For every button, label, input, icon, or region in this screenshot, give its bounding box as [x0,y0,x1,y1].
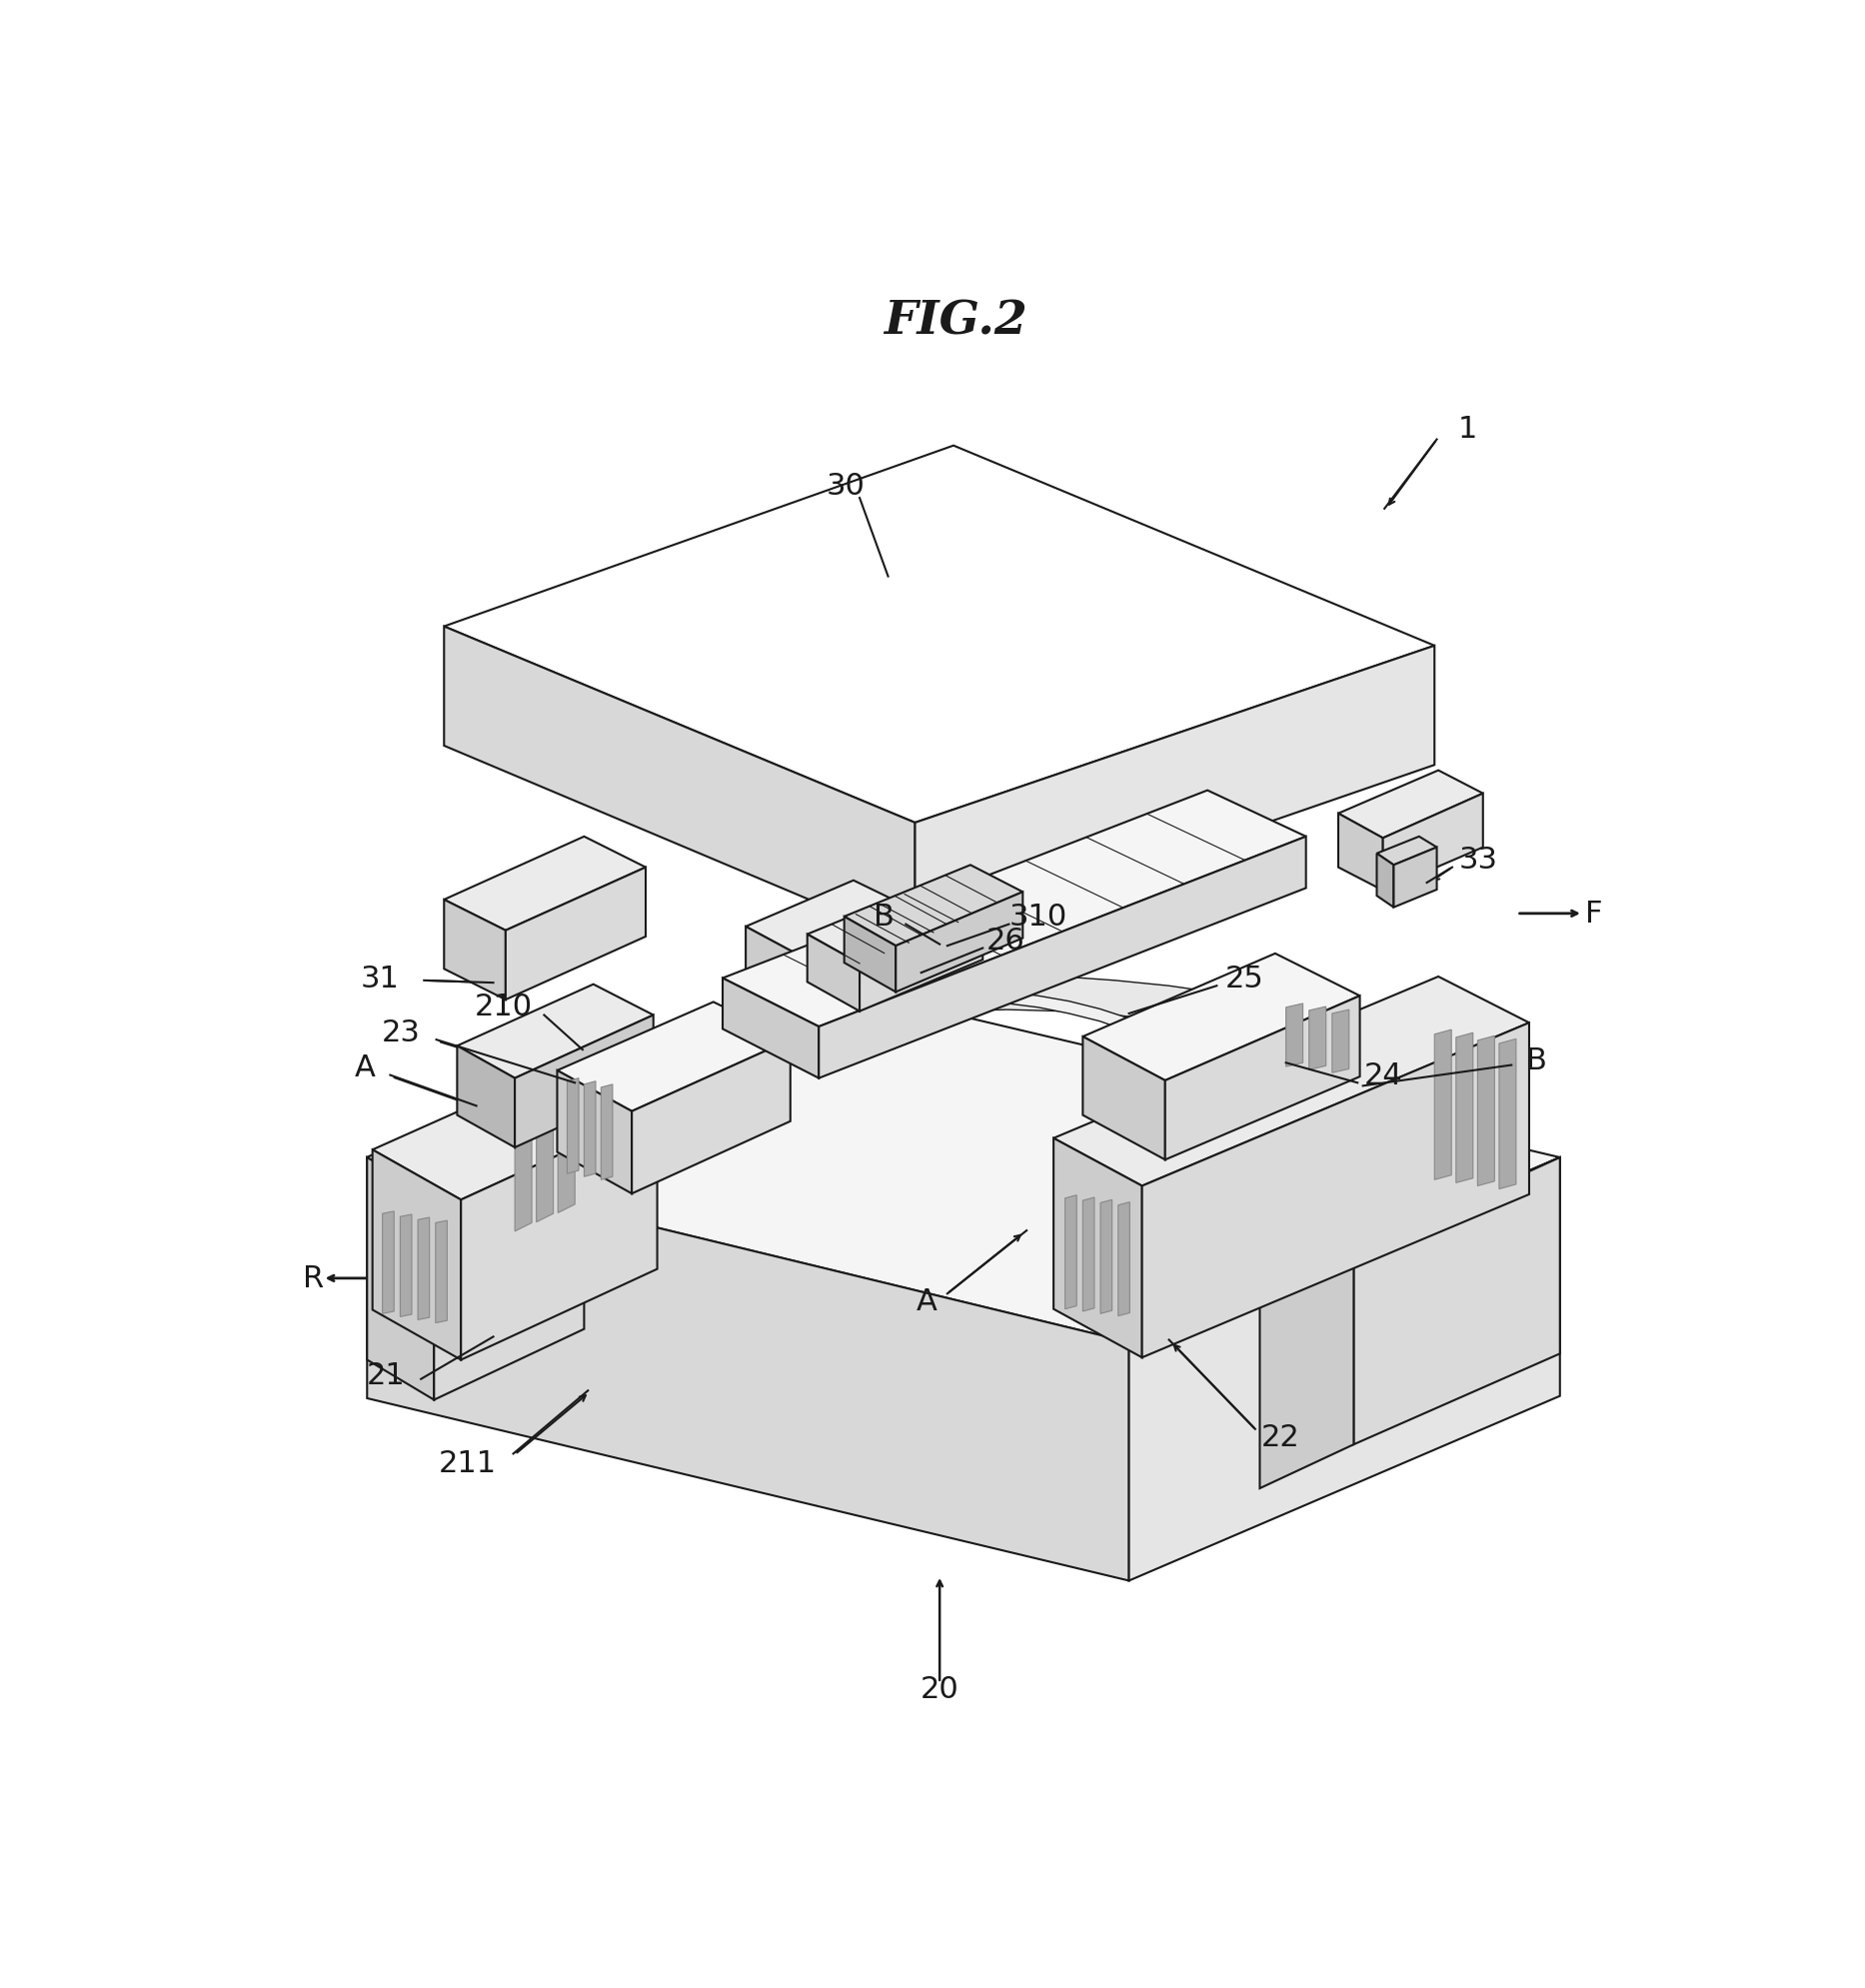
Polygon shape [793,990,1162,1042]
Polygon shape [1339,813,1384,891]
Text: 211: 211 [438,1449,496,1477]
Text: B: B [875,903,895,932]
Polygon shape [1434,1030,1451,1181]
Polygon shape [457,1046,515,1147]
Polygon shape [515,1111,532,1233]
Polygon shape [1376,855,1393,909]
Text: B: B [1526,1046,1548,1076]
Polygon shape [444,445,1434,823]
Polygon shape [505,869,645,1000]
Polygon shape [382,1211,394,1314]
Polygon shape [1084,954,1360,1081]
Polygon shape [435,1125,584,1400]
Polygon shape [461,1109,656,1360]
Polygon shape [819,837,1305,1079]
Polygon shape [796,907,906,1008]
Polygon shape [1384,793,1483,891]
Polygon shape [1054,976,1529,1187]
Polygon shape [746,926,796,1008]
Polygon shape [684,976,1278,1091]
Polygon shape [436,1221,448,1324]
Polygon shape [1457,1034,1473,1183]
Polygon shape [418,1219,429,1320]
Polygon shape [558,1002,791,1111]
Polygon shape [746,881,906,954]
Polygon shape [567,1079,578,1175]
Polygon shape [515,1016,653,1147]
Polygon shape [367,1089,584,1199]
Polygon shape [1141,1024,1529,1358]
Polygon shape [916,646,1434,944]
Polygon shape [537,1101,554,1223]
Polygon shape [632,1040,791,1195]
Polygon shape [1065,1195,1076,1310]
Text: 24: 24 [1363,1062,1402,1089]
Polygon shape [601,1085,612,1181]
Text: A: A [916,1286,936,1316]
Polygon shape [367,1157,1128,1580]
Polygon shape [722,791,1305,1028]
Text: 210: 210 [474,992,532,1020]
Polygon shape [1259,1157,1559,1294]
Text: 22: 22 [1261,1423,1300,1451]
Polygon shape [1084,1199,1095,1312]
Polygon shape [1119,1203,1130,1316]
Polygon shape [1393,847,1436,909]
Polygon shape [1259,1252,1354,1489]
Polygon shape [367,976,1559,1342]
Text: R: R [302,1264,325,1292]
Text: F: F [1585,899,1602,928]
Polygon shape [845,916,895,992]
Polygon shape [1166,996,1360,1161]
Polygon shape [401,1215,412,1316]
Polygon shape [1128,1157,1559,1580]
Polygon shape [1354,1157,1559,1445]
Polygon shape [1376,837,1436,865]
Polygon shape [584,1081,595,1177]
Text: 20: 20 [919,1674,959,1704]
Polygon shape [845,865,1022,946]
Polygon shape [722,978,819,1079]
Text: 30: 30 [826,471,865,501]
Polygon shape [1084,1038,1166,1161]
Text: FIG.2: FIG.2 [884,298,1028,344]
Polygon shape [367,1157,435,1400]
Polygon shape [1339,771,1483,839]
Polygon shape [1100,1201,1112,1314]
Text: 26: 26 [987,926,1026,954]
Polygon shape [373,1151,461,1360]
Polygon shape [808,934,860,1012]
Text: 31: 31 [360,964,399,994]
Polygon shape [373,1064,656,1201]
Text: 1: 1 [1458,415,1477,443]
Polygon shape [1287,1004,1304,1068]
Polygon shape [860,912,983,1012]
Polygon shape [444,837,645,930]
Text: 23: 23 [382,1018,420,1048]
Polygon shape [1054,1139,1141,1358]
Text: 310: 310 [1009,903,1067,932]
Text: 21: 21 [366,1362,405,1390]
Text: A: A [354,1054,375,1081]
Text: 33: 33 [1458,845,1498,875]
Polygon shape [558,1091,574,1213]
Polygon shape [444,626,916,944]
Polygon shape [808,885,983,964]
Text: 25: 25 [1225,964,1264,994]
Polygon shape [457,984,653,1079]
Polygon shape [444,901,505,1000]
Polygon shape [895,893,1022,992]
Polygon shape [1499,1040,1516,1189]
Polygon shape [1309,1008,1326,1070]
Polygon shape [558,1072,632,1195]
Polygon shape [1332,1010,1348,1074]
Polygon shape [1477,1036,1494,1187]
